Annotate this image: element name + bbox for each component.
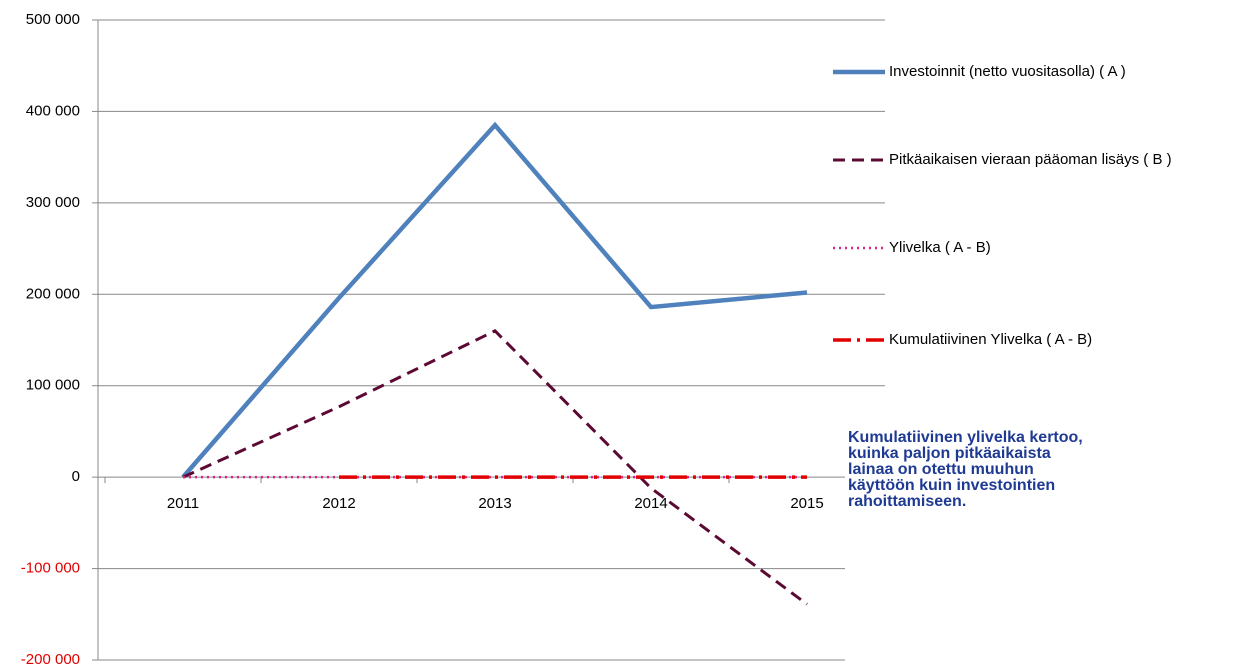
annotation: käyttöön kuin investointien (848, 477, 1055, 494)
series-line (181, 121, 808, 479)
legend-label: Kumulatiivinen Ylivelka ( A - B) (889, 331, 1092, 348)
y-tick-label: 0 (72, 468, 80, 485)
x-tick-label: 2013 (478, 495, 511, 512)
x-tick-label: 2011 (167, 495, 199, 512)
y-tick-label: 500 000 (26, 11, 80, 28)
annotation: Kumulatiivinen ylivelka kertoo, (848, 429, 1083, 446)
y-tick-label: 400 000 (26, 102, 80, 119)
legend-label: Ylivelka ( A - B) (889, 239, 991, 256)
y-tick-label: -100 000 (21, 560, 80, 577)
series-line (182, 329, 808, 606)
x-tick-label: 2015 (790, 495, 823, 512)
y-tick-label: -200 000 (21, 651, 80, 668)
annotation: rahoittamiseen. (848, 493, 966, 510)
legend-label: Investoinnit (netto vuositasolla) ( A ) (889, 63, 1126, 80)
y-tick-label: 300 000 (26, 194, 80, 211)
y-tick-label: 100 000 (26, 377, 80, 394)
legend-label: Pitkäaikaisen vieraan pääoman lisäys ( B… (889, 151, 1172, 168)
x-tick-label: 2014 (634, 495, 667, 512)
y-tick-label: 200 000 (26, 285, 80, 302)
annotation: kuinka paljon pitkäaikaista (848, 445, 1051, 462)
x-tick-label: 2012 (322, 495, 355, 512)
annotation: lainaa on otettu muuhun (848, 461, 1034, 478)
